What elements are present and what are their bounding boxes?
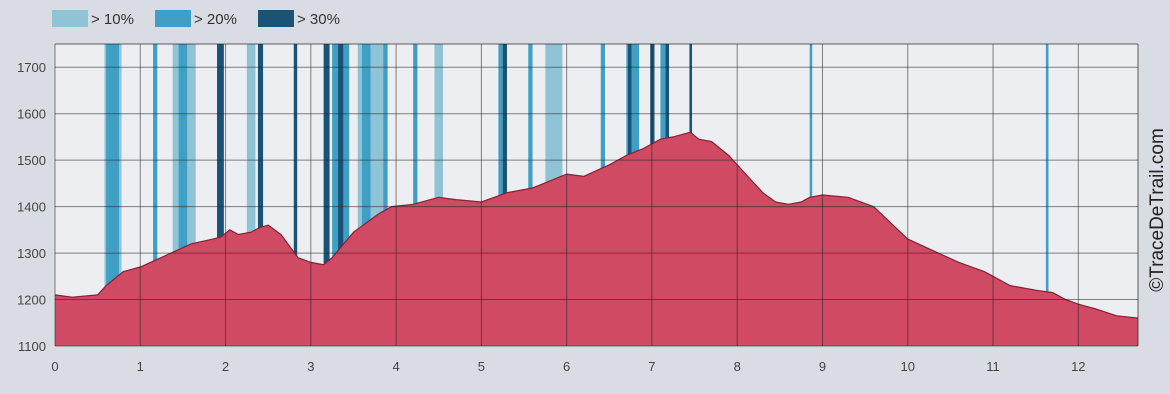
x-tick-label-4: 4	[392, 359, 399, 374]
x-tick-label-7: 7	[648, 359, 655, 374]
steep-band-30-2	[257, 44, 264, 346]
steep-band-30-4	[323, 44, 330, 346]
x-tick-label-2: 2	[222, 359, 229, 374]
y-axis-tick-labels: 1100 1200 1300 1400 1500 1600 1700	[17, 60, 46, 354]
steep-band-20-14	[1045, 44, 1049, 346]
legend: > 10% > 20% > 30%	[52, 10, 340, 28]
steep-band-30-1	[217, 44, 224, 346]
steep-band-20-7	[413, 44, 418, 346]
steep-band-20-5	[361, 44, 371, 346]
steep-band-20-2	[153, 44, 158, 346]
legend-swatch-1	[52, 10, 88, 27]
x-tick-label-12: 12	[1071, 359, 1085, 374]
x-tick-label-1: 1	[137, 359, 144, 374]
credit-text: ©TraceDeTrail.com	[1147, 128, 1168, 292]
y-tick-label-1300: 1300	[17, 246, 46, 261]
legend-label-1: > 10%	[91, 11, 134, 28]
elevation-profile-area	[55, 132, 1138, 346]
steep-band-30-3	[293, 44, 298, 346]
steep-band-10-5	[434, 44, 444, 346]
x-tick-label-11: 11	[986, 359, 1000, 374]
x-tick-label-0: 0	[51, 359, 58, 374]
x-tick-label-5: 5	[478, 359, 485, 374]
x-tick-label-9: 9	[819, 359, 826, 374]
steep-band-20-3	[178, 44, 188, 346]
steep-band-10-3	[246, 44, 256, 346]
y-tick-label-1600: 1600	[17, 107, 46, 122]
steep-band-20-6	[383, 44, 388, 346]
legend-swatch-2	[155, 10, 191, 27]
steep-band-30-5	[338, 44, 344, 346]
y-tick-label-1200: 1200	[17, 293, 46, 308]
x-axis-tick-labels: 0 1 2 3 4 5 6 7 8 9 10 11 12	[51, 359, 1085, 374]
x-tick-label-3: 3	[307, 359, 314, 374]
legend-label-2: > 20%	[194, 11, 237, 28]
legend-label-3: > 30%	[297, 11, 340, 28]
x-tick-label-10: 10	[901, 359, 915, 374]
y-tick-label-1700: 1700	[17, 60, 46, 75]
x-tick-label-6: 6	[563, 359, 570, 374]
steep-band-20-13	[809, 44, 813, 346]
y-tick-label-1100: 1100	[18, 339, 46, 354]
legend-swatch-3	[258, 10, 294, 27]
elevation-profile-outline	[54, 131, 1139, 319]
grid-lines	[54, 43, 1139, 347]
steep-band-20-1	[106, 44, 119, 346]
y-tick-label-1400: 1400	[17, 200, 46, 215]
y-tick-label-1500: 1500	[17, 153, 46, 168]
x-tick-label-8: 8	[734, 359, 741, 374]
